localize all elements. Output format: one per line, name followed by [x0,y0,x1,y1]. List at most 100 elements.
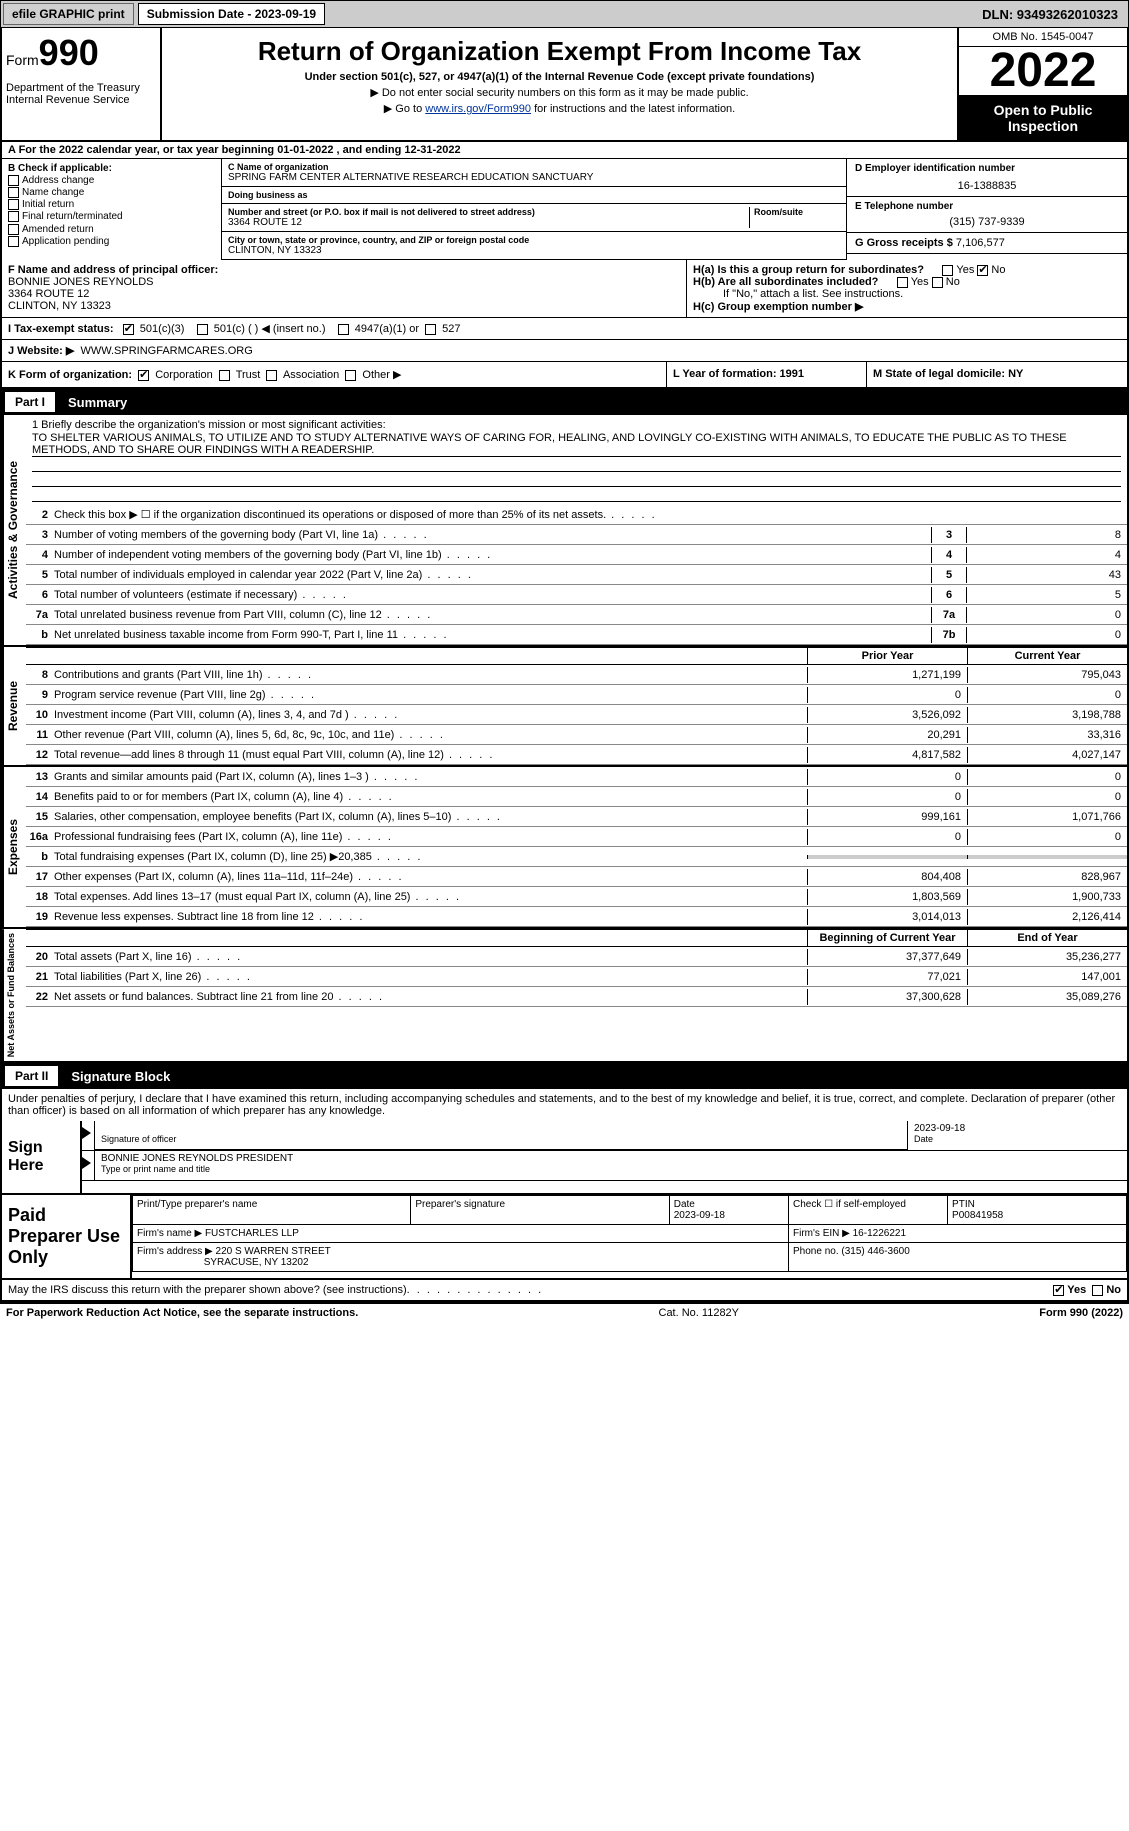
perjury-declaration: Under penalties of perjury, I declare th… [2,1089,1127,1121]
cb-501c3[interactable] [123,324,134,335]
street-address: 3364 ROUTE 12 [228,217,745,228]
k-form-org: K Form of organization: Corporation Trus… [2,362,667,387]
opt-527: 527 [442,323,460,335]
officer-addr1: 3364 ROUTE 12 [8,288,89,300]
cb-501c[interactable] [197,324,208,335]
open-to-public: Open to Public Inspection [959,96,1127,140]
part-1-badge: Part I [4,391,56,413]
cb-initial-return[interactable] [8,199,19,210]
prior-year-hdr: Prior Year [807,648,967,664]
col-b-checkboxes: B Check if applicable: Address change Na… [2,159,222,260]
opt-4947: 4947(a)(1) or [355,323,419,335]
cb-trust[interactable] [219,370,230,381]
cb-name-change[interactable] [8,187,19,198]
sig-date-value: 2023-09-18 [914,1123,965,1134]
goto-post: for instructions and the latest informat… [531,103,735,115]
arrow-icon [82,1157,91,1169]
side-activities: Activities & Governance [2,415,26,645]
part-2-badge: Part II [4,1065,59,1087]
cb-ha-no[interactable] [977,265,988,276]
paperwork-notice: For Paperwork Reduction Act Notice, see … [6,1307,358,1319]
prep-sig-hdr: Preparer's signature [415,1199,505,1210]
summary-line: 3Number of voting members of the governi… [26,525,1127,545]
mission-label: 1 Briefly describe the organization's mi… [32,419,1121,431]
mission-blank [32,488,1121,502]
sign-here-row: Sign Here Signature of officer 2023-09-1… [2,1121,1127,1193]
rev-body: Prior Year Current Year 8Contributions a… [26,647,1127,765]
irs-discuss-row: May the IRS discuss this return with the… [2,1280,1127,1302]
sig-officer-label: Signature of officer [101,1134,176,1144]
summary-line: 10Investment income (Part VIII, column (… [26,705,1127,725]
cb-4947[interactable] [338,324,349,335]
city-cell: City or town, state or province, country… [222,232,846,260]
irs-link[interactable]: www.irs.gov/Form990 [425,103,531,115]
cb-application-pending[interactable] [8,236,19,247]
tel-label: E Telephone number [855,201,1119,212]
cb-assoc[interactable] [266,370,277,381]
part-2-header: Part II Signature Block [2,1063,1127,1089]
signature-block: Under penalties of perjury, I declare th… [2,1089,1127,1195]
city-state-zip: CLINTON, NY 13323 [228,245,840,256]
cb-label: Final return/terminated [22,212,123,223]
form-title: Return of Organization Exempt From Incom… [166,36,953,67]
goto-pre: ▶ Go to [384,103,425,115]
col-d-right: D Employer identification number 16-1388… [847,159,1127,260]
current-year-hdr: Current Year [967,648,1127,664]
room-label: Room/suite [754,207,840,217]
cb-label: Application pending [22,236,109,247]
website-value: WWW.SPRINGFARMCARES.ORG [80,345,252,357]
opt-501c: 501(c) ( ) ◀ (insert no.) [214,323,326,335]
m-state-domicile: M State of legal domicile: NY [867,362,1127,387]
cat-no: Cat. No. 11282Y [358,1307,1039,1319]
cb-hb-no[interactable] [932,277,943,288]
sig-cells: Signature of officer 2023-09-18Date BONN… [82,1121,1127,1193]
ptin-label: PTIN [952,1199,975,1210]
cb-corp[interactable] [138,370,149,381]
summary-line: bTotal fundraising expenses (Part IX, co… [26,847,1127,867]
firm-name-label: Firm's name ▶ [137,1228,202,1239]
firm-ein: 16-1226221 [853,1228,906,1239]
cb-other[interactable] [345,370,356,381]
section-activities-governance: Activities & Governance 1 Briefly descri… [2,415,1127,647]
dba-label: Doing business as [228,190,840,200]
dept-label: Department of the Treasury Internal Reve… [6,82,156,106]
summary-line: 20Total assets (Part X, line 16)37,377,6… [26,947,1127,967]
row-i-tax-status: I Tax-exempt status: 501(c)(3) 501(c) ( … [2,318,1127,340]
header-left: Form990 Department of the Treasury Inter… [2,28,162,140]
row-f-officer: F Name and address of principal officer:… [2,260,1127,318]
footer-bar: For Paperwork Reduction Act Notice, see … [0,1304,1129,1322]
summary-line: 6Total number of volunteers (estimate if… [26,585,1127,605]
row-k-form-org: K Form of organization: Corporation Trus… [2,362,1127,389]
cb-discuss-yes[interactable] [1053,1285,1064,1296]
cb-address-change[interactable] [8,175,19,186]
officer-addr2: CLINTON, NY 13323 [8,300,111,312]
cb-discuss-no[interactable] [1092,1285,1103,1296]
prep-body: Print/Type preparer's name Preparer's si… [132,1195,1127,1278]
summary-line: 12Total revenue—add lines 8 through 11 (… [26,745,1127,765]
opt-trust: Trust [236,369,261,381]
cb-527[interactable] [425,324,436,335]
cb-amended[interactable] [8,224,19,235]
efile-print-button[interactable]: efile GRAPHIC print [3,3,134,25]
summary-line: 13Grants and similar amounts paid (Part … [26,767,1127,787]
arrow-icon [82,1127,91,1139]
paid-preparer-block: Paid Preparer Use Only Print/Type prepar… [2,1195,1127,1280]
cb-label: Address change [22,175,94,186]
l-year-formation: L Year of formation: 1991 [667,362,867,387]
mission-text: TO SHELTER VARIOUS ANIMALS, TO UTILIZE A… [32,432,1121,457]
row-a-tax-year: A For the 2022 calendar year, or tax yea… [2,142,1127,159]
form-subtitle: Under section 501(c), 527, or 4947(a)(1)… [166,71,953,83]
ag-body: 1 Briefly describe the organization's mi… [26,415,1127,645]
hb-note: If "No," attach a list. See instructions… [693,288,1121,300]
summary-line: 17Other expenses (Part IX, column (A), l… [26,867,1127,887]
summary-line: 2Check this box ▶ ☐ if the organization … [26,505,1127,525]
org-name-cell: C Name of organization SPRING FARM CENTE… [222,159,846,187]
group-return-right: H(a) Is this a group return for subordin… [687,260,1127,317]
cb-hb-yes[interactable] [897,277,908,288]
summary-line: 7aTotal unrelated business revenue from … [26,605,1127,625]
cb-final-return[interactable] [8,211,19,222]
section-revenue: Revenue Prior Year Current Year 8Contrib… [2,647,1127,767]
cb-ha-yes[interactable] [942,265,953,276]
org-name-label: C Name of organization [228,162,840,172]
form-990-number: 990 [39,32,99,73]
